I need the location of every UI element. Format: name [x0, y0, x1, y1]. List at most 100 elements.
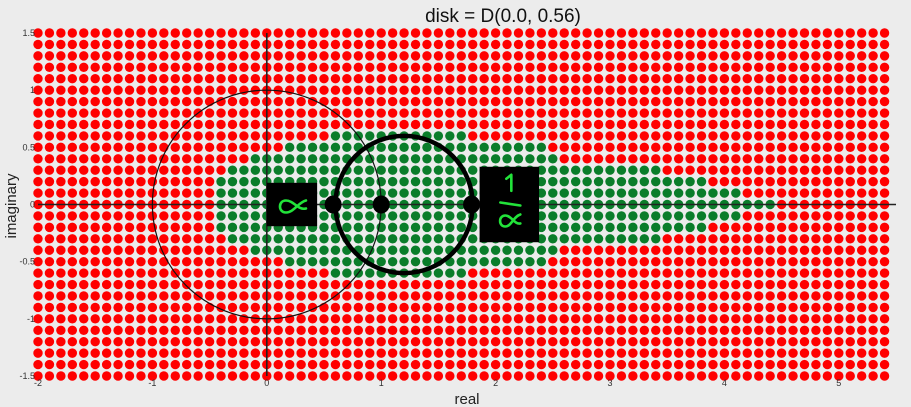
alpha-annotation — [266, 182, 318, 227]
grid-point — [673, 62, 684, 72]
grid-point — [399, 211, 409, 221]
grid-point — [113, 222, 123, 233]
grid-point — [319, 359, 329, 370]
grid-point — [284, 348, 295, 358]
grid-point — [33, 256, 43, 267]
grid-point — [776, 211, 787, 221]
x-tick-label: 4 — [722, 378, 727, 388]
grid-point — [365, 131, 375, 141]
grid-point — [147, 119, 158, 130]
grid-point — [548, 348, 558, 358]
grid-point — [525, 119, 535, 130]
grid-point — [79, 211, 89, 221]
grid-point — [193, 325, 203, 335]
grid-point — [79, 279, 89, 290]
grid-point — [765, 188, 775, 198]
grid-point — [673, 291, 684, 301]
grid-point — [342, 325, 352, 335]
grid-point — [559, 96, 569, 107]
grid-point — [708, 188, 718, 198]
grid-point — [319, 211, 329, 221]
grid-point — [33, 211, 43, 221]
grid-point — [502, 142, 512, 153]
x-tick-label: 3 — [607, 378, 612, 388]
grid-point — [708, 62, 718, 72]
grid-point — [651, 348, 661, 358]
grid-point — [33, 348, 43, 358]
grid-point — [616, 337, 627, 347]
grid-point — [319, 222, 329, 233]
grid-point — [296, 28, 306, 38]
grid-point — [490, 131, 501, 141]
grid-point — [456, 325, 466, 335]
grid-point — [376, 256, 386, 267]
grid-point — [445, 62, 455, 72]
grid-point — [44, 96, 55, 107]
grid-point — [159, 325, 169, 335]
grid-point — [856, 268, 867, 278]
grid-point — [227, 85, 238, 95]
grid-point — [799, 314, 810, 324]
grid-point — [204, 234, 215, 244]
grid-point — [101, 165, 112, 175]
grid-point — [845, 371, 855, 381]
grid-point — [90, 119, 100, 130]
grid-point — [307, 62, 318, 72]
grid-point — [754, 154, 764, 164]
grid-point — [296, 39, 306, 50]
grid-point — [365, 211, 375, 221]
marked-point — [463, 195, 481, 214]
x-tick-label: 0 — [264, 378, 269, 388]
grid-point — [284, 51, 295, 61]
grid-point — [147, 28, 158, 38]
grid-point — [742, 359, 752, 370]
grid-point — [56, 314, 66, 324]
grid-point — [548, 291, 558, 301]
grid-point — [696, 256, 707, 267]
grid-point — [101, 371, 112, 381]
grid-point — [639, 28, 650, 38]
grid-point — [605, 188, 615, 198]
grid-point — [616, 371, 627, 381]
grid-point — [834, 279, 844, 290]
grid-point — [479, 245, 489, 255]
grid-point — [227, 245, 238, 255]
grid-point — [79, 302, 89, 313]
grid-point — [822, 291, 833, 301]
alpha-symbol-icon — [278, 199, 308, 214]
grid-point — [639, 314, 650, 324]
grid-point — [79, 28, 89, 38]
grid-point — [548, 302, 558, 313]
grid-point — [616, 245, 627, 255]
grid-point — [250, 28, 261, 38]
grid-point — [353, 337, 364, 347]
grid-point — [159, 39, 169, 50]
grid-point — [342, 359, 352, 370]
grid-point — [765, 348, 775, 358]
grid-point — [673, 188, 684, 198]
grid-point — [422, 359, 432, 370]
grid-point — [479, 96, 489, 107]
grid-point — [708, 314, 718, 324]
grid-point — [628, 337, 638, 347]
grid-point — [822, 302, 833, 313]
grid-point — [353, 51, 364, 61]
grid-point — [44, 302, 55, 313]
grid-point — [708, 28, 718, 38]
grid-point — [399, 256, 409, 267]
grid-point — [250, 51, 261, 61]
grid-point — [685, 39, 695, 50]
grid-point — [101, 119, 112, 130]
grid-point — [868, 268, 878, 278]
grid-point — [479, 131, 489, 141]
grid-point — [319, 348, 329, 358]
grid-point — [387, 188, 398, 198]
grid-point — [479, 256, 489, 267]
grid-point — [250, 337, 261, 347]
grid-point — [742, 188, 752, 198]
grid-point — [204, 222, 215, 233]
grid-point — [182, 74, 192, 84]
grid-point — [284, 359, 295, 370]
grid-point — [708, 176, 718, 187]
grid-point — [56, 256, 66, 267]
